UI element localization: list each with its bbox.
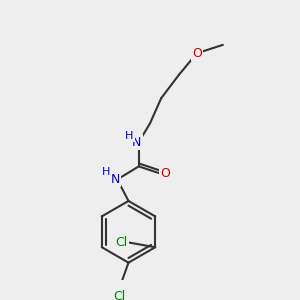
Text: N: N bbox=[111, 173, 120, 186]
Text: H: H bbox=[102, 167, 110, 177]
Text: O: O bbox=[160, 167, 170, 180]
Text: Cl: Cl bbox=[113, 290, 125, 300]
Text: O: O bbox=[192, 47, 202, 60]
Text: Cl: Cl bbox=[116, 236, 128, 249]
Text: H: H bbox=[125, 130, 134, 140]
Text: N: N bbox=[132, 136, 142, 148]
